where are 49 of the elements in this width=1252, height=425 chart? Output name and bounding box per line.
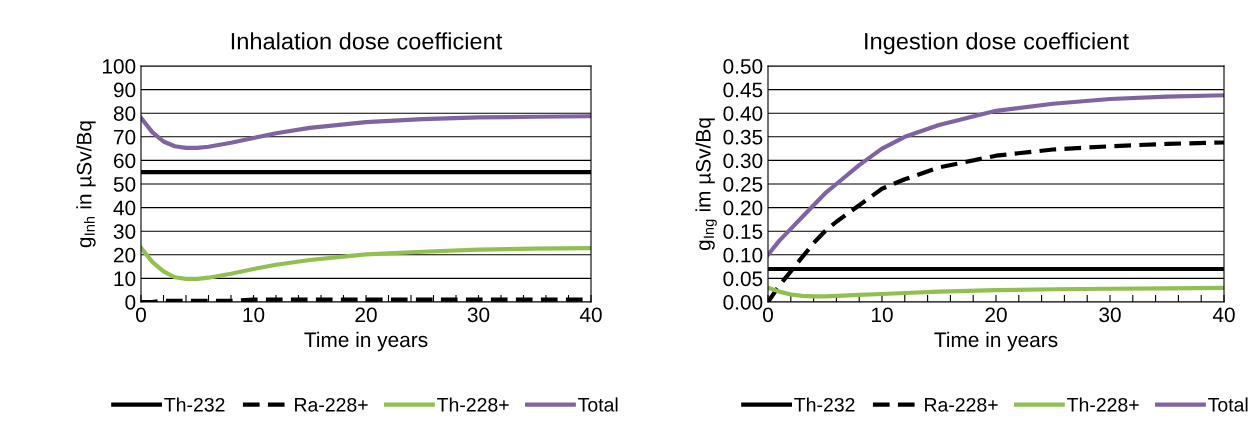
line-series	[141, 245, 591, 281]
y-tick-label: 20	[114, 247, 136, 263]
y-tick-label: 0.25	[723, 177, 763, 192]
y-tick-label: 0	[125, 295, 136, 310]
x-tick-label: 0	[763, 307, 773, 323]
x-tick-label: 20	[355, 307, 377, 323]
y-tick-label: 0.10	[723, 247, 763, 263]
legend-label: Ra-228+	[295, 397, 368, 412]
y-tick-label: 70	[114, 129, 136, 145]
legend-label: Total	[578, 397, 618, 412]
x-tick-label: 10	[872, 307, 893, 323]
y-tick-label: 80	[113, 106, 136, 121]
y-tick-label: 0.45	[723, 82, 763, 98]
x-tick-label: 0	[136, 307, 146, 323]
x-tick-label: 10	[243, 307, 265, 323]
y-tick-label: 40	[113, 200, 136, 216]
y-tick-label: 0.20	[723, 200, 763, 216]
line-series	[141, 114, 591, 150]
line-series	[768, 93, 1224, 257]
y-tick-label: 90	[113, 82, 136, 98]
legend-label: Th-232	[164, 397, 225, 412]
x-tick-label: 30	[467, 307, 490, 323]
y-tick-label: 100	[102, 59, 136, 74]
legend-label: Ra-228+	[925, 397, 998, 412]
y-tick-label: 0.15	[723, 224, 763, 239]
legend-label: Th-228+	[1067, 397, 1139, 412]
x-tick-label: 40	[579, 307, 602, 323]
y-axis-title: g$_{Inh}$ in µSv/Bq	[76, 121, 96, 248]
y-tick-label: 0.30	[723, 153, 763, 169]
y-tick-label: 60	[114, 153, 136, 169]
x-axis-title: Time in years	[304, 331, 428, 352]
y-tick-label: 0.40	[723, 106, 763, 121]
y-tick-label: 0.00	[723, 295, 763, 310]
y-tick-label: 50	[113, 177, 136, 192]
legend-label: Th-232	[794, 397, 855, 412]
y-axis-title: g$_{Ing}$ im µSv/Bq	[695, 118, 717, 250]
legend-label: Th-228+	[437, 397, 509, 412]
y-tick-label: 30	[113, 224, 136, 239]
x-tick-label: 40	[1212, 307, 1235, 323]
x-tick-label: 20	[985, 307, 1007, 323]
chart-title: Inhalation dose coefficient	[231, 32, 503, 50]
chart-title: Ingestion dose coefficient	[865, 32, 1129, 55]
y-tick-label: 0.50	[723, 59, 763, 74]
y-tick-label: 0.05	[723, 271, 763, 287]
y-tick-label: 10	[114, 271, 136, 287]
y-tick-label: 0.35	[723, 129, 763, 145]
legend-label: Total	[1208, 397, 1248, 412]
x-tick-label: 30	[1099, 307, 1121, 323]
x-axis-title: Time in years	[934, 331, 1058, 352]
